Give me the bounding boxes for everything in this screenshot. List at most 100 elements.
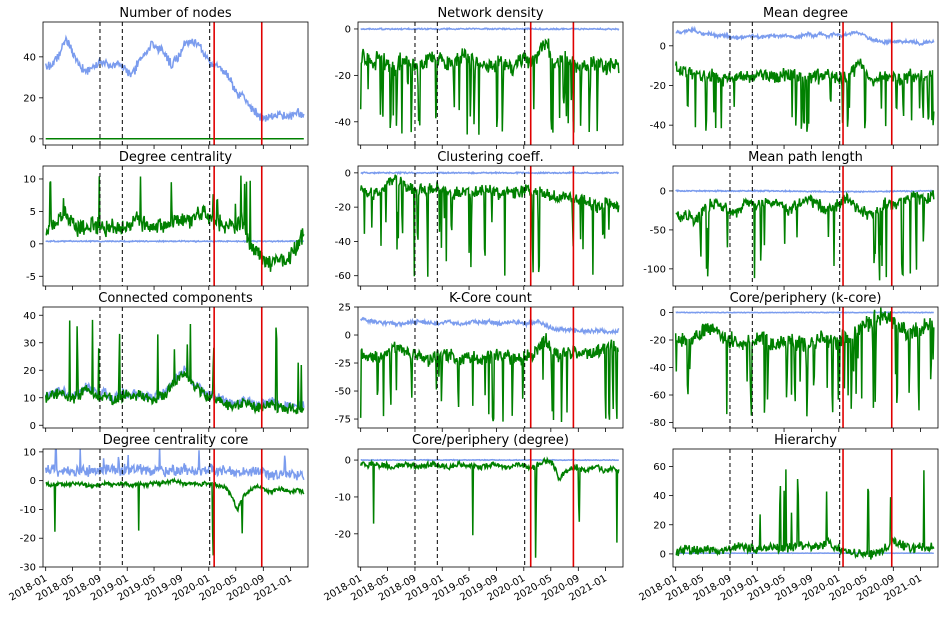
y-tick-label: 25 <box>338 303 351 314</box>
y-tick-label: 0 <box>345 331 351 342</box>
axes-frame <box>42 448 309 568</box>
panel-5: Mean path length 0 -50 -100 <box>643 150 939 290</box>
axes-frame <box>357 306 624 429</box>
series-a-line <box>44 34 305 122</box>
y-tick-label: 0 <box>345 456 351 467</box>
series-a-line <box>360 26 620 32</box>
y-tick-label: 10 <box>23 393 36 404</box>
series-a-line <box>675 25 935 47</box>
axes-frame <box>672 21 939 146</box>
y-tick-label: -20 <box>335 71 351 82</box>
y-tick-label: -100 <box>643 264 666 275</box>
y-tick-label: 30 <box>23 338 36 349</box>
y-tick-label: -75 <box>335 415 351 426</box>
panel-8: Core/periphery (k-core) 0 -20 -40 -60 -80 <box>650 291 939 432</box>
panel-0: Number of nodes 0 20 40 <box>23 6 309 149</box>
y-tick-label: 20 <box>23 93 36 104</box>
panel-title: Degree centrality core <box>103 433 249 448</box>
series-b-line <box>359 456 620 558</box>
y-tick-label: 0 <box>30 239 36 250</box>
panel-title: Core/periphery (k-core) <box>730 291 882 306</box>
series-a-line <box>675 188 935 194</box>
y-tick-label: -40 <box>650 121 666 132</box>
panel-title: Core/periphery (degree) <box>412 433 569 448</box>
y-tick-label: 0 <box>660 549 666 560</box>
y-tick-label: 40 <box>653 491 666 502</box>
panel-title: Mean path length <box>748 150 863 165</box>
panel-4: Clustering coeff. 0 -20 -40 -60 <box>335 150 624 290</box>
y-tick-label: -60 <box>650 391 666 402</box>
panel-title: K-Core count <box>449 291 532 306</box>
series-a-line <box>44 449 305 481</box>
panel-title: Network density <box>437 6 543 21</box>
panel-title: Connected components <box>98 291 253 306</box>
panel-title: Mean degree <box>763 6 848 21</box>
y-tick-label: -30 <box>20 563 36 574</box>
y-tick-label: 5 <box>30 207 36 218</box>
axes-frame <box>357 448 624 568</box>
panel-2: Mean degree 0 -20 -40 <box>650 6 939 149</box>
axes-frame <box>672 448 939 568</box>
panel-title: Clustering coeff. <box>437 150 544 165</box>
y-tick-label: 40 <box>23 52 36 63</box>
y-tick-label: -40 <box>335 237 351 248</box>
y-tick-label: 20 <box>653 520 666 531</box>
axes-frame <box>357 21 624 146</box>
y-tick-label: 0 <box>30 134 36 145</box>
y-tick-label: -40 <box>650 363 666 374</box>
y-tick-label: 20 <box>23 366 36 377</box>
series-a-line <box>45 239 304 244</box>
y-tick-label: -25 <box>335 359 351 370</box>
series-a-line <box>675 552 934 555</box>
y-tick-label: -80 <box>650 418 666 429</box>
panel-3: Degree centrality -5 0 5 10 <box>23 150 309 290</box>
y-tick-label: 0 <box>345 24 351 35</box>
y-tick-label: -20 <box>335 529 351 540</box>
axes-frame <box>672 165 939 287</box>
axes-frame <box>357 165 624 287</box>
y-tick-label: 10 <box>23 447 36 458</box>
panel-9: Degree centrality core-30-20-100102018-0… <box>7 433 309 603</box>
y-tick-label: -20 <box>20 534 36 545</box>
y-tick-label: -10 <box>20 505 36 516</box>
y-tick-label: 0 <box>660 41 666 52</box>
y-tick-label: -5 <box>26 272 36 283</box>
series-a-line <box>360 316 620 336</box>
y-tick-label: 60 <box>653 462 666 473</box>
panel-1: Network density 0 -20 -40 <box>335 6 624 149</box>
panel-title: Hierarchy <box>774 433 837 448</box>
y-tick-label: 0 <box>345 168 351 179</box>
y-tick-label: -10 <box>335 492 351 503</box>
series-b-line <box>359 333 620 423</box>
y-tick-label: -40 <box>335 117 351 128</box>
y-tick-label: 0 <box>30 421 36 432</box>
y-tick-label: -20 <box>335 203 351 214</box>
series-b-line <box>675 190 935 281</box>
y-tick-label: 0 <box>30 476 36 487</box>
panel-7: K-Core count 25 0 -25 -50 -75 <box>335 291 624 432</box>
series-b-line <box>674 307 935 417</box>
y-tick-label: 0 <box>660 308 666 319</box>
axes-frame <box>42 21 309 146</box>
y-tick-label: -60 <box>335 271 351 282</box>
y-tick-label: -20 <box>650 336 666 347</box>
series-a-line <box>360 458 619 462</box>
y-tick-label: -50 <box>650 225 666 236</box>
panel-10: Core/periphery (degree)0-10-202018-01201… <box>322 433 624 603</box>
y-tick-label: 0 <box>660 186 666 197</box>
series-b-line <box>675 469 935 560</box>
panel-title: Number of nodes <box>119 6 231 21</box>
panel-11: Hierarchy02040602018-012018-052018-09201… <box>637 433 939 603</box>
series-b-line <box>359 174 620 277</box>
y-tick-label: -50 <box>335 387 351 398</box>
series-b-line <box>45 477 305 556</box>
series-b-line <box>45 175 305 272</box>
series-a-line <box>360 170 619 176</box>
series-b-line <box>674 58 935 132</box>
series-b-line <box>359 38 620 135</box>
panel-title: Degree centrality <box>119 150 233 165</box>
series-a-line <box>675 311 934 314</box>
series-b-line <box>44 319 305 415</box>
